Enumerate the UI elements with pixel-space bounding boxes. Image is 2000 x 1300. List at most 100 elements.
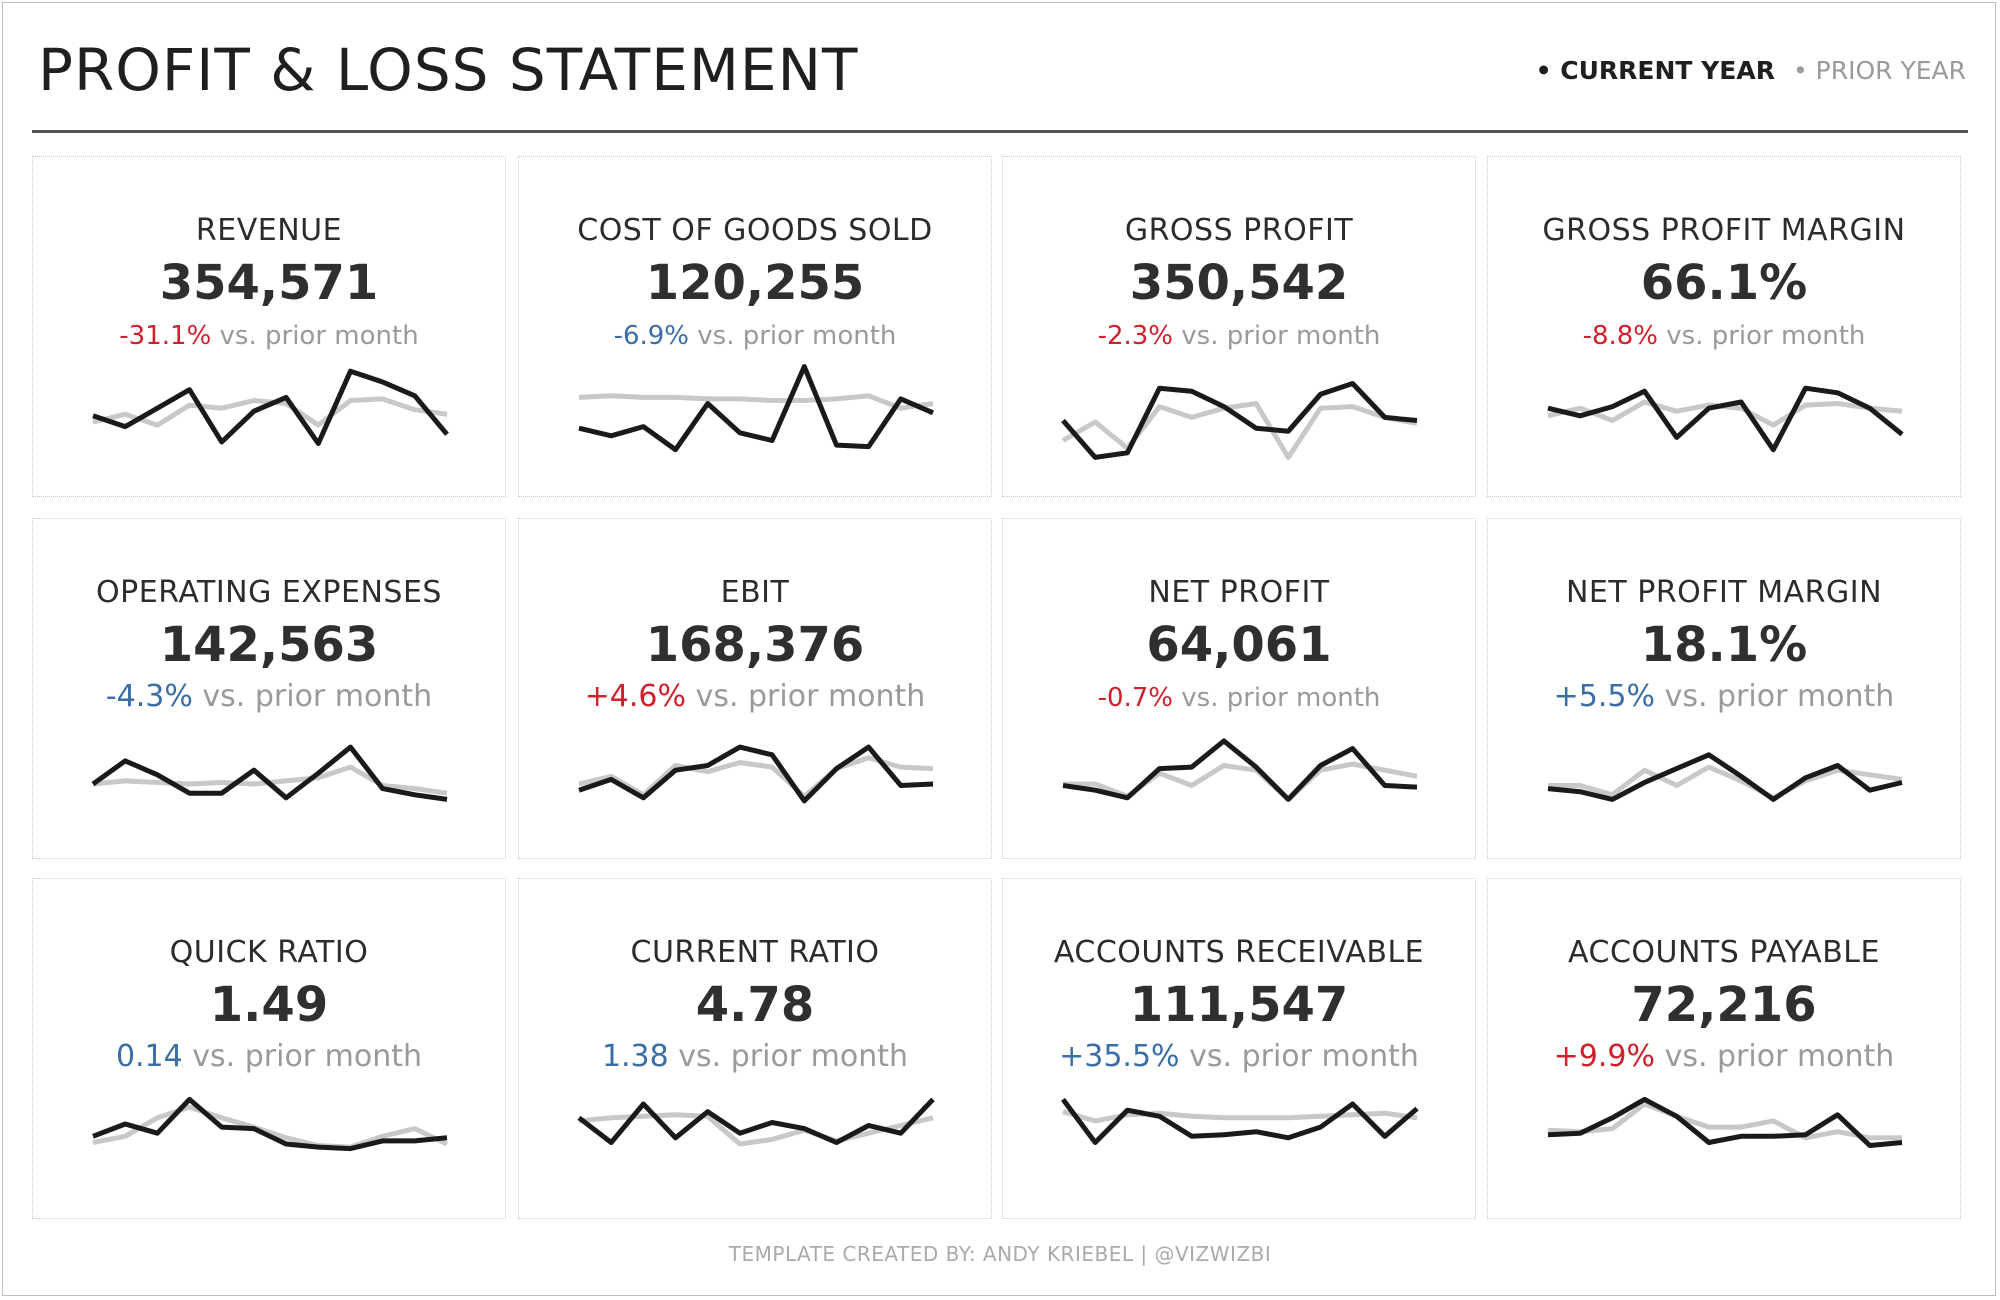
kpi-delta: -4.3% vs. prior month [33, 679, 505, 714]
kpi-value: 168,376 [645, 617, 865, 673]
delta-comparison-label: vs. prior month [1664, 679, 1895, 714]
delta-comparison-label: vs. prior month [697, 321, 897, 351]
prior-year-line [578, 393, 934, 411]
kpi-value: 354,571 [159, 255, 379, 311]
kpi-value: 1.49 [209, 977, 329, 1033]
kpi-delta: -8.8% vs. prior month [1488, 321, 1960, 351]
kpi-title: ACCOUNTS RECEIVABLE [1053, 935, 1425, 970]
kpi-card-gross-profit-margin[interactable]: GROSS PROFIT MARGIN 66.1% -8.8% vs. prior … [1487, 156, 1961, 497]
kpi-delta: 0.14 vs. prior month [33, 1039, 505, 1074]
kpi-title: ACCOUNTS PAYABLE [1568, 935, 1880, 970]
sparkline-chart[interactable] [91, 724, 448, 824]
kpi-card-operating-expenses[interactable]: OPERATING EXPENSES 142,563 -4.3% vs. prior… [32, 518, 506, 859]
delta-comparison-label: vs. prior month [1666, 321, 1866, 351]
kpi-value: 350,542 [1129, 255, 1349, 311]
current-year-line [1547, 1096, 1903, 1148]
kpi-title: CURRENT RATIO [630, 935, 880, 970]
kpi-card-ebit[interactable]: EBIT 168,376 +4.6% vs. prior month [518, 518, 992, 859]
current-year-line [1547, 385, 1904, 453]
kpi-delta: +9.9% vs. prior month [1488, 1039, 1960, 1074]
sparkline-chart[interactable] [92, 362, 449, 462]
legend-prior-year[interactable]: • PRIOR YEAR [1792, 56, 1966, 85]
legend-current-year[interactable]: • CURRENT YEAR [1535, 56, 1775, 85]
kpi-card-quick-ratio[interactable]: QUICK RATIO 1.49 0.14 vs. prior month [32, 878, 506, 1219]
page-title: PROFIT & LOSS STATEMENT [38, 36, 859, 104]
delta-percent: +35.5% [1059, 1039, 1180, 1074]
kpi-card-gross-profit[interactable]: GROSS PROFIT 350,542 -2.3% vs. prior month [1002, 156, 1476, 497]
prior-year-line [92, 1104, 449, 1150]
kpi-delta: -31.1% vs. prior month [33, 321, 505, 351]
kpi-value: 111,547 [1129, 977, 1349, 1033]
delta-percent: -31.1% [119, 321, 212, 351]
sparkline-chart[interactable] [1547, 724, 1903, 824]
current-year-line [1547, 752, 1903, 802]
kpi-title: REVENUE [195, 213, 343, 248]
sparkline-chart[interactable] [1547, 362, 1904, 462]
kpi-value: 64,061 [1146, 617, 1332, 673]
kpi-delta: +5.5% vs. prior month [1488, 679, 1960, 714]
footer-credit: TEMPLATE CREATED BY: ANDY KRIEBEL | @VIZ… [728, 1242, 1272, 1266]
sparkline-chart[interactable] [578, 362, 934, 462]
current-year-line [578, 744, 934, 804]
delta-percent: -8.8% [1582, 321, 1659, 351]
kpi-card-current-ratio[interactable]: CURRENT RATIO 4.78 1.38 vs. prior month [518, 878, 992, 1219]
kpi-title: OPERATING EXPENSES [96, 575, 442, 610]
delta-percent: -4.3% [105, 679, 193, 714]
current-year-line [578, 364, 934, 453]
sparkline-chart[interactable] [92, 1084, 449, 1184]
delta-comparison-label: vs. prior month [1189, 1039, 1419, 1074]
kpi-title: NET PROFIT MARGIN [1565, 575, 1883, 610]
delta-percent: 1.38 [601, 1039, 669, 1074]
kpi-delta: -0.7% vs. prior month [1003, 683, 1475, 713]
kpi-title: COST OF GOODS SOLD [577, 213, 933, 248]
kpi-delta: -2.3% vs. prior month [1003, 321, 1475, 351]
delta-comparison-label: vs. prior month [219, 321, 419, 351]
kpi-value: 72,216 [1631, 977, 1817, 1033]
sparkline-chart[interactable] [1060, 1084, 1419, 1184]
kpi-card-net-profit[interactable]: NET PROFIT 64,061 -0.7% vs. prior month [1002, 518, 1476, 859]
delta-comparison-label: vs. prior month [678, 1039, 909, 1074]
kpi-title: NET PROFIT [1148, 575, 1330, 610]
delta-comparison-label: vs. prior month [695, 679, 926, 714]
kpi-grid: REVENUE 354,571 -31.1% vs. prior month COST… [32, 156, 1968, 1222]
sparkline-chart[interactable] [577, 1084, 935, 1184]
kpi-value: 120,255 [645, 255, 865, 311]
kpi-card-revenue[interactable]: REVENUE 354,571 -31.1% vs. prior month [32, 156, 506, 497]
prior-year-line [578, 1112, 934, 1147]
delta-percent: +4.6% [584, 679, 687, 714]
kpi-delta: +35.5% vs. prior month [1003, 1039, 1475, 1074]
current-year-line [92, 368, 449, 446]
delta-comparison-label: vs. prior month [1664, 1039, 1895, 1074]
kpi-title: EBIT [720, 575, 790, 610]
kpi-delta: -6.9% vs. prior month [519, 321, 991, 351]
kpi-value: 18.1% [1640, 617, 1808, 673]
kpi-value: 4.78 [695, 977, 815, 1033]
legend: • CURRENT YEAR • PRIOR YEAR [1536, 56, 1966, 85]
kpi-value: 142,563 [159, 617, 379, 673]
kpi-title: QUICK RATIO [169, 935, 369, 970]
delta-comparison-label: vs. prior month [202, 679, 433, 714]
kpi-card-net-profit-margin[interactable]: NET PROFIT MARGIN 18.1% +5.5% vs. prior mo… [1487, 518, 1961, 859]
delta-percent: -2.3% [1097, 321, 1174, 351]
kpi-delta: 1.38 vs. prior month [519, 1039, 991, 1074]
sparkline-chart[interactable] [1547, 1084, 1903, 1184]
sparkline-chart[interactable] [1061, 362, 1418, 462]
prior-year-line [1547, 1101, 1902, 1141]
current-year-line [92, 1096, 448, 1152]
kpi-title: GROSS PROFIT [1124, 213, 1354, 248]
header-divider [32, 130, 1968, 133]
kpi-value: 66.1% [1640, 255, 1808, 311]
current-year-line [1061, 381, 1418, 460]
delta-percent: +9.9% [1553, 1039, 1656, 1074]
kpi-title: GROSS PROFIT MARGIN [1542, 213, 1906, 248]
kpi-card-accounts-receivable[interactable]: ACCOUNTS RECEIVABLE 111,547 +35.5% vs. pri… [1002, 878, 1476, 1219]
kpi-card-cost-of-goods-sold[interactable]: COST OF GOODS SOLD 120,255 -6.9% vs. prior… [518, 156, 992, 497]
kpi-card-accounts-payable[interactable]: ACCOUNTS PAYABLE 72,216 +9.9% vs. prior mo… [1487, 878, 1961, 1219]
current-year-line [1062, 738, 1418, 802]
delta-percent: 0.14 [115, 1039, 183, 1074]
delta-percent: +5.5% [1553, 679, 1656, 714]
sparkline-chart[interactable] [1062, 724, 1418, 824]
current-year-line [91, 744, 448, 802]
sparkline-chart[interactable] [578, 724, 934, 824]
